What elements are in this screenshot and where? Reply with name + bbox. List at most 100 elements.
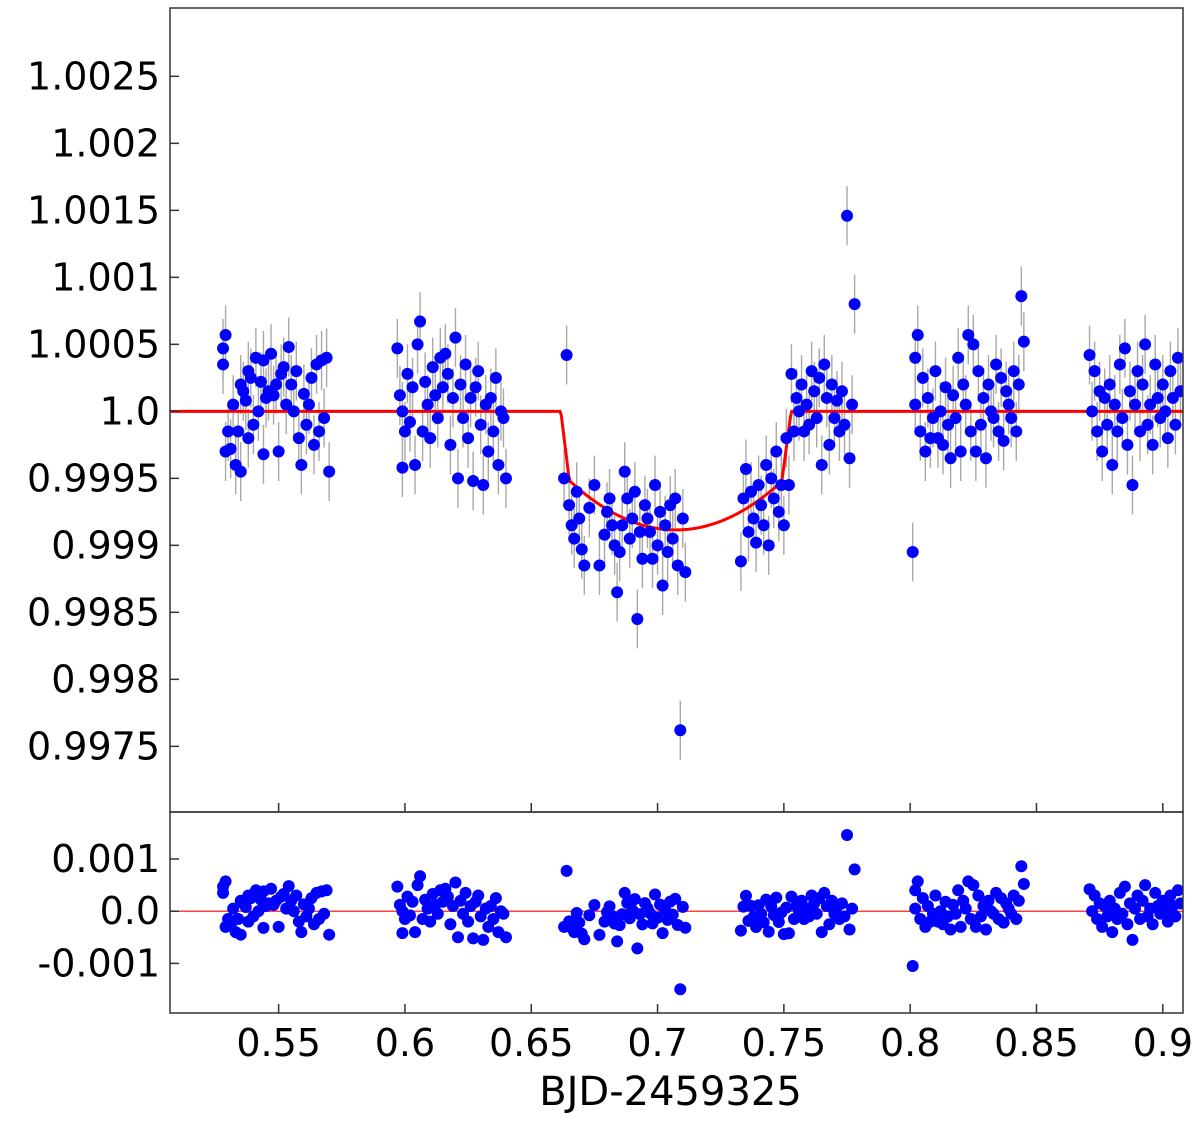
flux-point bbox=[444, 438, 457, 451]
flux-point bbox=[990, 358, 1003, 371]
flux-point bbox=[396, 405, 409, 418]
flux-point bbox=[1139, 338, 1152, 351]
flux-point bbox=[406, 381, 419, 394]
flux-point bbox=[952, 351, 965, 364]
flux-point bbox=[414, 315, 427, 328]
x-axis-label: BJD-2459325 bbox=[539, 1069, 802, 1115]
flux-point bbox=[313, 425, 326, 438]
residual-point bbox=[618, 886, 631, 899]
residual-point bbox=[823, 918, 836, 931]
x-tick-label: 0.9 bbox=[1133, 1021, 1193, 1065]
residual-point bbox=[239, 901, 252, 914]
residual-point bbox=[982, 894, 995, 907]
flux-point bbox=[277, 361, 290, 374]
residual-point bbox=[1015, 860, 1028, 873]
residual-point bbox=[499, 931, 512, 944]
x-tick-label: 0.85 bbox=[994, 1021, 1079, 1065]
flux-point bbox=[959, 398, 972, 411]
flux-point bbox=[669, 492, 682, 505]
flux-point bbox=[638, 499, 651, 512]
residual-point bbox=[656, 927, 669, 940]
residual-point bbox=[636, 918, 649, 931]
flux-point bbox=[257, 448, 270, 461]
flux-point bbox=[1007, 365, 1020, 378]
residual-point bbox=[838, 910, 851, 923]
flux-point bbox=[1118, 342, 1131, 355]
flux-point bbox=[954, 445, 967, 458]
residual-point bbox=[972, 889, 985, 902]
residual-point bbox=[462, 915, 475, 928]
x-tick-label: 0.8 bbox=[880, 1021, 940, 1065]
flux-point bbox=[487, 425, 500, 438]
flux-point bbox=[969, 445, 982, 458]
flux-point bbox=[762, 539, 775, 552]
y-tick-label: 1.0 bbox=[100, 389, 160, 433]
residual-point bbox=[1139, 879, 1152, 892]
residual-point bbox=[560, 864, 573, 877]
flux-point bbox=[982, 378, 995, 391]
residual-point bbox=[1121, 918, 1134, 931]
y-tick-label: 1.0025 bbox=[27, 54, 160, 98]
flux-point bbox=[813, 371, 826, 384]
residual-point bbox=[497, 907, 510, 920]
flux-point bbox=[1151, 391, 1164, 404]
residuals-axes-frame bbox=[169, 811, 1184, 1014]
light-curve-ticks: 0.9975 0.998 0.9985 0.999 0.9995 1.0 1.0005 1.0… bbox=[27, 54, 1164, 812]
flux-point bbox=[323, 465, 336, 478]
residual-point bbox=[1169, 910, 1182, 923]
flux-point bbox=[992, 425, 1005, 438]
flux-point bbox=[750, 536, 763, 549]
residual-point bbox=[588, 898, 601, 911]
flux-point bbox=[1010, 425, 1023, 438]
flux-point bbox=[265, 347, 278, 360]
flux-point bbox=[583, 501, 596, 514]
flux-point bbox=[282, 341, 295, 354]
flux-point bbox=[446, 391, 459, 404]
residual-point bbox=[444, 918, 457, 931]
flux-point bbox=[290, 365, 303, 378]
flux-point bbox=[679, 566, 692, 579]
flux-point bbox=[929, 365, 942, 378]
flux-point bbox=[568, 532, 581, 545]
residual-point bbox=[441, 890, 454, 903]
residual-point bbox=[1012, 894, 1025, 907]
residual-point bbox=[1118, 880, 1131, 893]
residual-point bbox=[846, 902, 859, 915]
flux-point bbox=[782, 479, 795, 492]
flux-point bbox=[459, 358, 472, 371]
flux-point bbox=[267, 389, 280, 402]
flux-point bbox=[649, 479, 662, 492]
flux-point bbox=[906, 546, 919, 559]
flux-point bbox=[1005, 412, 1018, 425]
flux-points-layer bbox=[217, 209, 1183, 737]
residual-point bbox=[318, 907, 331, 920]
flux-point bbox=[1159, 405, 1172, 418]
flux-point bbox=[484, 391, 497, 404]
flux-point bbox=[409, 458, 422, 471]
flux-point bbox=[429, 389, 442, 402]
flux-point bbox=[1002, 398, 1015, 411]
residual-point bbox=[1010, 913, 1023, 926]
flux-point bbox=[767, 492, 780, 505]
residual-point bbox=[406, 895, 419, 908]
residual-point bbox=[403, 909, 416, 922]
flux-point bbox=[588, 479, 601, 492]
flux-point bbox=[297, 387, 310, 400]
residual-point bbox=[911, 875, 924, 888]
residual-point bbox=[489, 892, 502, 905]
residual-point bbox=[969, 920, 982, 933]
flux-point bbox=[1171, 351, 1183, 364]
residual-point bbox=[967, 879, 980, 892]
y-tick-label: 0.999 bbox=[51, 523, 160, 567]
residual-point bbox=[949, 907, 962, 920]
flux-point bbox=[661, 546, 674, 559]
residual-point bbox=[1149, 886, 1162, 899]
residual-point bbox=[848, 863, 861, 876]
flux-point bbox=[1126, 479, 1139, 492]
residual-point bbox=[1116, 907, 1129, 920]
flux-point bbox=[1123, 385, 1136, 398]
flux-point bbox=[957, 378, 970, 391]
flux-point bbox=[593, 559, 606, 572]
flux-point bbox=[1116, 412, 1129, 425]
